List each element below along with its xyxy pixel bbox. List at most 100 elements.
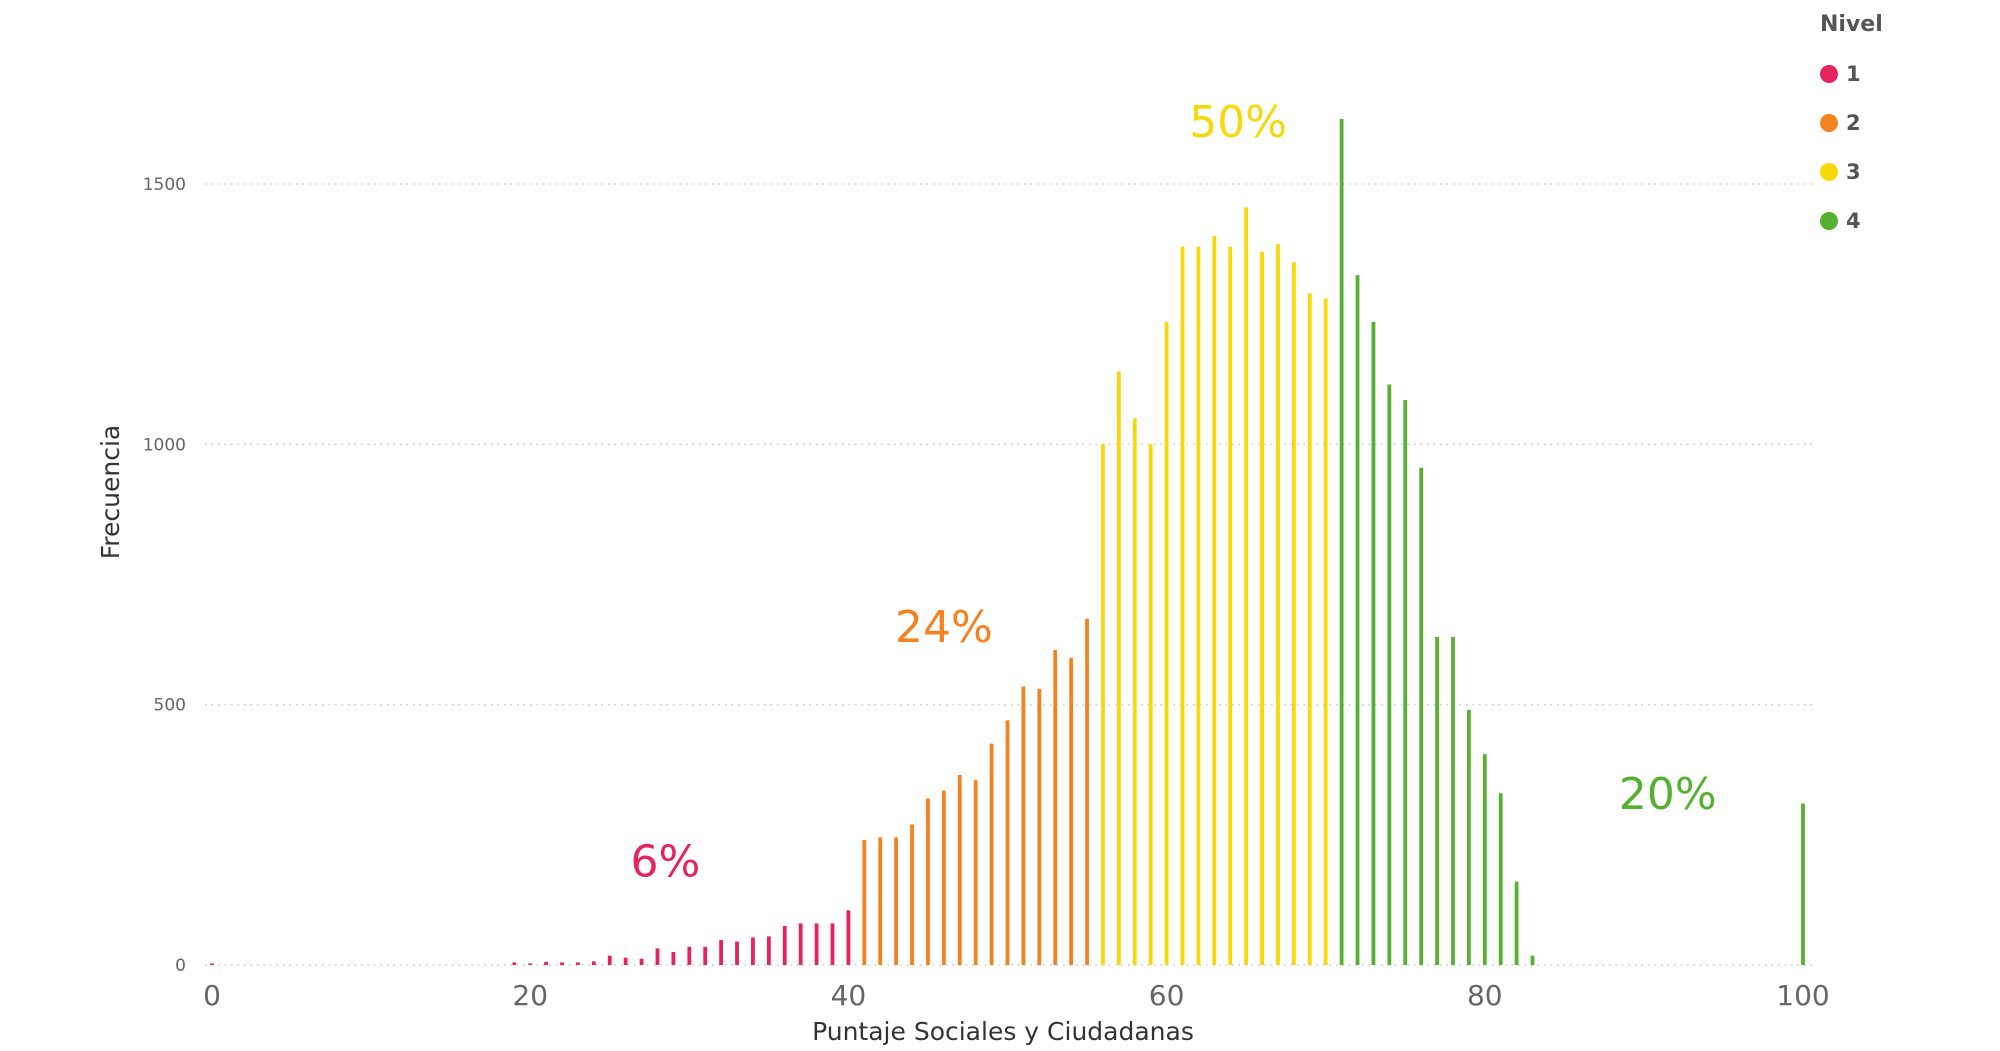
percent-annotation: 6%: [631, 836, 701, 887]
y-tick-label: 1500: [143, 175, 186, 195]
bar-level-2[interactable]: [989, 743, 994, 965]
bar-level-3[interactable]: [1244, 207, 1249, 965]
x-axis-label: Puntaje Sociales y Ciudadanas: [812, 1017, 1194, 1046]
bar-level-3[interactable]: [1116, 371, 1121, 965]
bar-level-2[interactable]: [1069, 657, 1074, 965]
bar-level-3[interactable]: [1148, 444, 1153, 965]
legend: Nivel 1 2 3 4: [1820, 12, 1883, 245]
y-tick-label: 1000: [143, 435, 186, 455]
bar-level-2[interactable]: [1005, 720, 1010, 965]
bar-level-4[interactable]: [1339, 118, 1344, 965]
legend-label: 2: [1846, 110, 1861, 135]
bar-level-2[interactable]: [1085, 618, 1089, 965]
y-axis-ticks: 0 500 1000 1500: [143, 175, 186, 976]
bar-level-1[interactable]: [798, 923, 803, 965]
percent-annotation: 20%: [1619, 769, 1717, 820]
bar-level-1[interactable]: [623, 957, 628, 965]
bar-level-4[interactable]: [1482, 754, 1487, 965]
legend-marker: [1820, 113, 1838, 132]
bar-level-3[interactable]: [1307, 293, 1312, 966]
bar-level-1[interactable]: [607, 955, 612, 965]
bar-level-2[interactable]: [894, 837, 899, 965]
bar-level-2[interactable]: [910, 824, 914, 965]
bar-level-2[interactable]: [862, 840, 867, 965]
bar-level-3[interactable]: [1164, 321, 1169, 965]
x-tick-label: 80: [1467, 979, 1503, 1012]
bar-level-2[interactable]: [1021, 686, 1026, 965]
bar-level-4[interactable]: [1466, 709, 1471, 965]
bar-level-3[interactable]: [1291, 262, 1296, 966]
bar-level-2[interactable]: [878, 837, 883, 965]
x-tick-label: 40: [831, 979, 867, 1012]
bar-level-3[interactable]: [1101, 444, 1105, 965]
bar-level-4[interactable]: [1498, 793, 1503, 965]
bar-level-3[interactable]: [1228, 246, 1233, 966]
bar-level-3[interactable]: [1260, 251, 1264, 966]
bar-level-3[interactable]: [1196, 246, 1201, 966]
legend-marker: [1820, 211, 1838, 230]
bar-level-2[interactable]: [973, 780, 978, 965]
bar-level-1[interactable]: [751, 937, 755, 965]
bar-level-1[interactable]: [210, 963, 214, 965]
bar-level-1[interactable]: [639, 958, 644, 965]
bar-level-4[interactable]: [1403, 400, 1408, 965]
bar-level-4[interactable]: [1801, 803, 1805, 965]
bar-level-1[interactable]: [560, 962, 564, 965]
bar-level-4[interactable]: [1371, 321, 1376, 965]
bar-level-1[interactable]: [528, 963, 533, 965]
bar-level-1[interactable]: [512, 962, 517, 965]
legend-label: 4: [1846, 208, 1861, 233]
legend-item-3[interactable]: 3: [1820, 147, 1883, 196]
legend-item-2[interactable]: 2: [1820, 98, 1883, 147]
bar-level-2[interactable]: [1053, 649, 1058, 965]
legend-item-4[interactable]: 4: [1820, 196, 1883, 245]
bar-level-1[interactable]: [846, 910, 851, 965]
bar-level-4[interactable]: [1514, 881, 1519, 965]
bar-level-3[interactable]: [1276, 243, 1280, 966]
bar-level-1[interactable]: [671, 951, 676, 965]
bar-level-3[interactable]: [1132, 418, 1137, 965]
legend-marker: [1820, 64, 1838, 83]
legend-marker: [1820, 162, 1838, 181]
bar-level-3[interactable]: [1180, 246, 1185, 966]
bar-level-2[interactable]: [1037, 689, 1042, 965]
legend-item-1[interactable]: 1: [1820, 49, 1883, 98]
bar-level-1[interactable]: [655, 948, 660, 965]
bar-level-2[interactable]: [957, 774, 962, 965]
y-tick-label: 0: [175, 956, 186, 976]
legend-label: 1: [1846, 61, 1861, 86]
annotations: 6% 24% 50% 20%: [631, 97, 1717, 887]
y-axis-label: Frecuencia: [96, 425, 125, 560]
percent-annotation: 50%: [1189, 97, 1287, 148]
bar-level-1[interactable]: [830, 923, 835, 965]
bar-level-1[interactable]: [719, 940, 724, 965]
bar-level-4[interactable]: [1355, 275, 1360, 965]
legend-label: 3: [1846, 159, 1861, 184]
bar-level-1[interactable]: [782, 925, 787, 965]
bar-level-1[interactable]: [591, 961, 596, 965]
bar-level-1[interactable]: [814, 923, 819, 965]
bar-level-4[interactable]: [1435, 636, 1439, 965]
percent-annotation: 24%: [895, 602, 993, 653]
bar-level-2[interactable]: [941, 790, 946, 965]
x-tick-label: 0: [203, 979, 221, 1012]
x-tick-label: 100: [1776, 979, 1829, 1012]
bar-level-1[interactable]: [766, 936, 771, 965]
bar-level-1[interactable]: [544, 961, 549, 965]
bar-level-1[interactable]: [576, 962, 580, 965]
bar-level-1[interactable]: [703, 946, 708, 965]
x-tick-label: 60: [1149, 979, 1185, 1012]
bar-level-3[interactable]: [1323, 298, 1328, 966]
bar-level-4[interactable]: [1451, 636, 1455, 965]
bar-level-1[interactable]: [735, 941, 739, 965]
grid-lines: [205, 183, 1812, 966]
bar-level-1[interactable]: [687, 946, 692, 965]
bar-level-4[interactable]: [1387, 384, 1392, 965]
bar-level-4[interactable]: [1530, 955, 1535, 965]
bar-level-2[interactable]: [926, 798, 930, 965]
bars: [210, 118, 1805, 966]
bar-level-4[interactable]: [1419, 467, 1424, 965]
bar-level-3[interactable]: [1212, 236, 1217, 966]
x-axis-ticks: 0 20 40 60 80 100: [203, 979, 1830, 1012]
